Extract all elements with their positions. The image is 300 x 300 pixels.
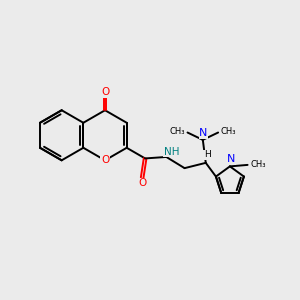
Text: CH₃: CH₃ <box>250 160 266 169</box>
Text: CH₃: CH₃ <box>221 127 236 136</box>
Text: O: O <box>101 155 109 165</box>
Text: N: N <box>227 154 236 164</box>
Text: H: H <box>204 150 211 159</box>
Text: NH: NH <box>164 147 179 157</box>
Text: O: O <box>101 87 109 97</box>
Text: CH₃: CH₃ <box>169 127 185 136</box>
Text: N: N <box>199 128 208 138</box>
Text: O: O <box>138 178 146 188</box>
